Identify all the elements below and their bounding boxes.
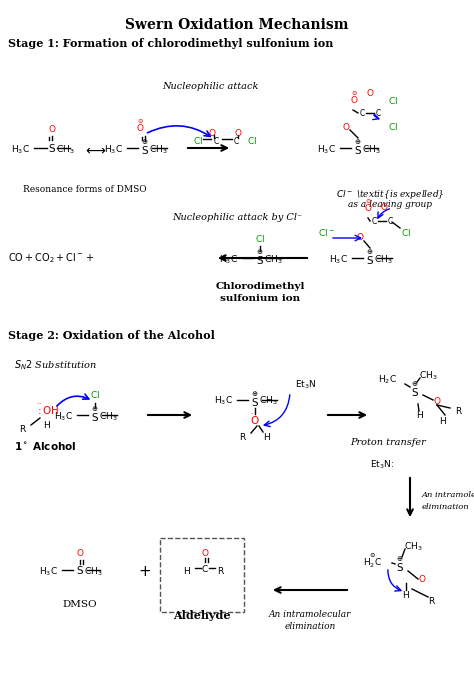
Text: $\mathrm{Cl}$: $\mathrm{Cl}$ <box>388 120 398 131</box>
Text: $\mathrm{Cl}$: $\mathrm{Cl}$ <box>388 94 398 106</box>
Text: An intramolecular: An intramolecular <box>422 491 474 499</box>
Text: $\overset{\oplus}{\mathrm{S}}$: $\overset{\oplus}{\mathrm{S}}$ <box>396 556 404 575</box>
Text: $S_N2$ Substitution: $S_N2$ Substitution <box>14 358 97 372</box>
Text: elimination: elimination <box>422 503 470 511</box>
Text: $\mathrm{H}$: $\mathrm{H}$ <box>183 565 191 577</box>
Text: $\mathrm{:OH}$: $\mathrm{:OH}$ <box>35 404 59 416</box>
Text: $\mathrm{Cl}$: $\mathrm{Cl}$ <box>255 233 265 243</box>
Text: $\mathrm{C}$: $\mathrm{C}$ <box>374 108 382 119</box>
FancyBboxPatch shape <box>160 538 244 612</box>
Text: $\mathrm{CH_3}$: $\mathrm{CH_3}$ <box>259 395 278 408</box>
Text: Nucleophilic attack by Cl⁻: Nucleophilic attack by Cl⁻ <box>172 213 302 222</box>
Text: $\mathrm{O}$: $\mathrm{O}$ <box>201 547 209 558</box>
Text: $\mathrm{R}$: $\mathrm{R}$ <box>428 595 436 605</box>
Text: $\overset{\oplus}{\mathrm{S}}$: $\overset{\oplus}{\mathrm{S}}$ <box>91 405 99 424</box>
Text: $\mathrm{CH_3}$: $\mathrm{CH_3}$ <box>99 411 118 424</box>
Text: Proton transfer: Proton transfer <box>350 438 426 447</box>
Text: $\mathrm{Cl}$: $\mathrm{Cl}$ <box>247 136 257 147</box>
Text: $\mathrm{O}$: $\mathrm{O}$ <box>380 201 388 212</box>
Text: Stage 2: Oxidation of the Alcohol: Stage 2: Oxidation of the Alcohol <box>8 330 215 341</box>
Text: $\mathrm{CH_3}$: $\mathrm{CH_3}$ <box>84 565 103 578</box>
Text: Nucleophilic attack: Nucleophilic attack <box>162 82 258 91</box>
Text: $\mathrm{S}$: $\mathrm{S}$ <box>76 564 84 576</box>
Text: $\mathrm{C}$: $\mathrm{C}$ <box>233 136 239 147</box>
Text: $\mathrm{O}$: $\mathrm{O}$ <box>356 231 364 241</box>
Text: $\mathrm{C}$: $\mathrm{C}$ <box>358 108 365 119</box>
Text: $\mathrm{O}$: $\mathrm{O}$ <box>76 547 84 558</box>
Text: $\mathrm{CH_3}$: $\mathrm{CH_3}$ <box>56 144 74 157</box>
Text: $\mathrm{H_3C}$: $\mathrm{H_3C}$ <box>317 144 336 157</box>
Text: $\cdot\!\cdot$: $\cdot\!\cdot$ <box>36 398 42 406</box>
Text: $+$: $+$ <box>138 565 152 579</box>
Text: $\overset{\ominus}{\mathrm{H_2C}}$: $\overset{\ominus}{\mathrm{H_2C}}$ <box>363 552 382 570</box>
Text: $\mathrm{O}$: $\mathrm{O}$ <box>48 122 56 134</box>
Text: $\overset{\oplus}{\mathrm{S}}$: $\overset{\oplus}{\mathrm{S}}$ <box>251 391 259 410</box>
Text: $\mathrm{H}$: $\mathrm{H}$ <box>263 431 271 442</box>
Text: $\mathrm{H_3C}$: $\mathrm{H_3C}$ <box>11 144 30 157</box>
Text: $\mathrm{CH_3}$: $\mathrm{CH_3}$ <box>404 541 423 553</box>
Text: $\mathrm{CO + CO_2 + Cl^- +}$: $\mathrm{CO + CO_2 + Cl^- +}$ <box>8 251 95 265</box>
Text: Stage 1: Formation of chlorodimethyl sulfonium ion: Stage 1: Formation of chlorodimethyl sul… <box>8 38 333 49</box>
Text: $\mathrm{O}$: $\mathrm{O}$ <box>208 127 216 138</box>
Text: $\overset{\oplus}{\mathrm{S}}$: $\overset{\oplus}{\mathrm{S}}$ <box>366 249 374 268</box>
Text: $\mathrm{\overset{..}{O}}$: $\mathrm{\overset{..}{O}}$ <box>250 412 260 428</box>
Text: $\mathrm{C}$: $\mathrm{C}$ <box>212 136 219 147</box>
Text: Chlorodimethyl: Chlorodimethyl <box>215 282 305 291</box>
Text: $\mathrm{Cl}$: $\mathrm{Cl}$ <box>401 227 411 238</box>
Text: $\mathrm{Cl}$: $\mathrm{Cl}$ <box>193 136 203 147</box>
Text: $\overset{\oplus}{\mathrm{S}}$: $\overset{\oplus}{\mathrm{S}}$ <box>256 249 264 268</box>
Text: $\mathrm{C}$: $\mathrm{C}$ <box>201 563 209 573</box>
Text: $\mathit{Cl^-}$ \textit{is expelled}: $\mathit{Cl^-}$ \textit{is expelled} <box>336 188 444 201</box>
Text: $\mathrm{H_3C}$: $\mathrm{H_3C}$ <box>214 395 233 408</box>
Text: Aldehyde: Aldehyde <box>173 610 231 621</box>
Text: $\mathrm{H}$: $\mathrm{H}$ <box>439 415 447 426</box>
Text: $\mathrm{CH_3}$: $\mathrm{CH_3}$ <box>374 254 392 266</box>
Text: $\mathrm{H_3C}$: $\mathrm{H_3C}$ <box>54 411 73 424</box>
Text: $\mathrm{H_3C}$: $\mathrm{H_3C}$ <box>329 254 348 266</box>
Text: $\overset{\ominus}{\mathrm{O}}$: $\overset{\ominus}{\mathrm{O}}$ <box>136 117 144 134</box>
Text: $\overset{\oplus}{\mathrm{S}}$: $\overset{\oplus}{\mathrm{S}}$ <box>411 380 419 399</box>
Text: $\mathrm{C}$: $\mathrm{C}$ <box>371 215 377 226</box>
Text: $\mathrm{Cl^-}$: $\mathrm{Cl^-}$ <box>318 227 335 238</box>
Text: $\overset{\oplus}{\mathrm{S}}$: $\overset{\oplus}{\mathrm{S}}$ <box>354 138 362 157</box>
Text: $\mathrm{R}$: $\mathrm{R}$ <box>239 431 247 442</box>
Text: $\mathrm{Et_3N\!:}$: $\mathrm{Et_3N\!:}$ <box>370 459 394 471</box>
Text: $\mathrm{R}$: $\mathrm{R}$ <box>455 405 463 415</box>
Text: $\longleftrightarrow$: $\longleftrightarrow$ <box>83 143 107 157</box>
Text: $\mathrm{H}$: $\mathrm{H}$ <box>416 410 424 421</box>
Text: $\mathrm{H_3C}$: $\mathrm{H_3C}$ <box>39 565 58 578</box>
Text: $\mathrm{O}$: $\mathrm{O}$ <box>234 127 242 138</box>
Text: $\mathrm{C}$: $\mathrm{C}$ <box>387 215 393 226</box>
Text: $\mathrm{S}$: $\mathrm{S}$ <box>48 142 56 154</box>
Text: $\mathrm{CH_3}$: $\mathrm{CH_3}$ <box>264 254 283 266</box>
Text: $\mathrm{CH_3}$: $\mathrm{CH_3}$ <box>362 144 381 157</box>
Text: Resonance forms of DMSO: Resonance forms of DMSO <box>23 185 147 194</box>
Text: elimination: elimination <box>284 622 336 631</box>
Text: $\mathrm{O}$: $\mathrm{O}$ <box>418 573 427 584</box>
Text: $\mathrm{R}$: $\mathrm{R}$ <box>217 565 225 577</box>
Text: $\mathrm{Cl}$: $\mathrm{Cl}$ <box>90 389 100 401</box>
Text: sulfonium ion: sulfonium ion <box>220 294 300 303</box>
Text: $\mathrm{R}$: $\mathrm{R}$ <box>19 422 27 433</box>
Text: $\mathbf{1^\circ\ Alcohol}$: $\mathbf{1^\circ\ Alcohol}$ <box>14 440 76 452</box>
Text: $\mathrm{H_3C}$: $\mathrm{H_3C}$ <box>219 254 238 266</box>
Text: $\mathrm{H_2C}$: $\mathrm{H_2C}$ <box>378 374 397 387</box>
Text: $\mathrm{H}$: $\mathrm{H}$ <box>43 419 51 431</box>
Text: $\mathrm{CH_3}$: $\mathrm{CH_3}$ <box>149 144 168 157</box>
Text: as a leaving group: as a leaving group <box>348 200 432 209</box>
Text: $\mathrm{Et_3N}$: $\mathrm{Et_3N}$ <box>295 379 317 391</box>
Text: $\overset{\ominus}{\mathrm{O}}$: $\overset{\ominus}{\mathrm{O}}$ <box>350 89 358 106</box>
Text: $\mathrm{O}$: $\mathrm{O}$ <box>342 120 350 131</box>
Text: An intramolecular: An intramolecular <box>269 610 351 619</box>
Text: $\overset{\oplus}{\mathrm{S}}$: $\overset{\oplus}{\mathrm{S}}$ <box>141 138 149 157</box>
Text: $\mathrm{H_3C}$: $\mathrm{H_3C}$ <box>104 144 123 157</box>
Text: $\mathrm{O}$: $\mathrm{O}$ <box>433 394 441 405</box>
Text: $\overset{\ominus}{\mathrm{O}}$: $\overset{\ominus}{\mathrm{O}}$ <box>364 198 372 215</box>
Text: $\mathrm{CH_3}$: $\mathrm{CH_3}$ <box>419 370 438 382</box>
Text: Swern Oxidation Mechanism: Swern Oxidation Mechanism <box>125 18 349 32</box>
Text: $\mathrm{O}$: $\mathrm{O}$ <box>366 87 374 99</box>
Text: DMSO: DMSO <box>63 600 97 609</box>
Text: $\mathrm{H}$: $\mathrm{H}$ <box>402 589 410 600</box>
